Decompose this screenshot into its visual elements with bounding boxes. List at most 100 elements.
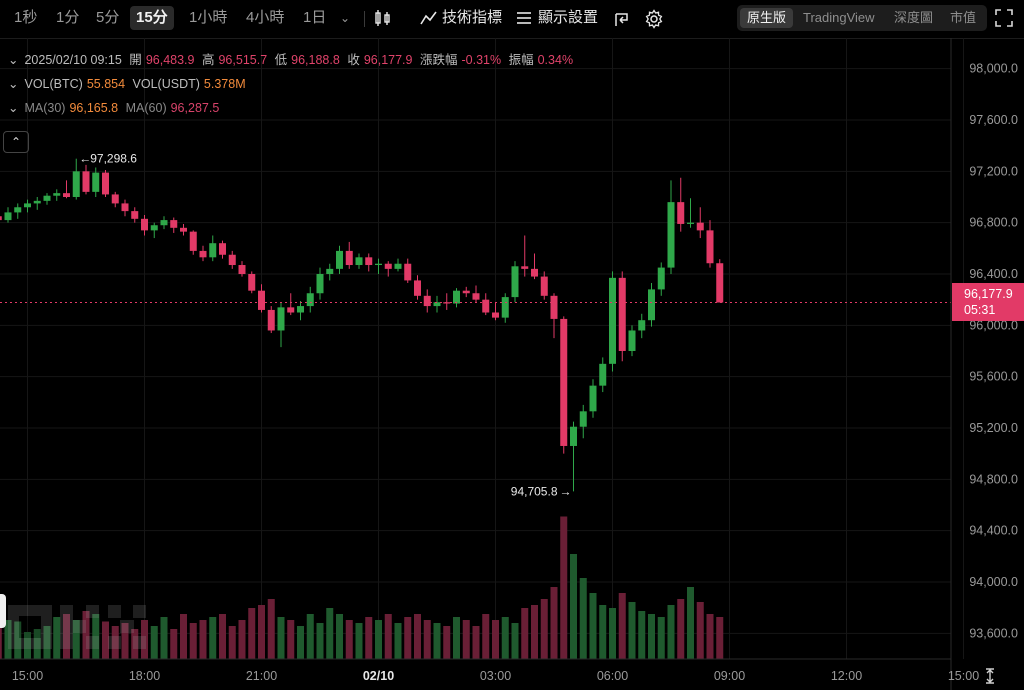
time-tick-label: 15:00 <box>948 669 979 683</box>
interval-5m[interactable]: 5分 <box>96 9 120 26</box>
interval-1h[interactable]: 1小時 <box>189 9 228 26</box>
view-switcher: 原生版 TradingView 深度圖 市值 <box>737 5 987 31</box>
candle-body <box>599 363 607 386</box>
candle-body <box>33 200 41 204</box>
volume-bar <box>150 626 158 659</box>
more-intervals-chevron-icon[interactable]: ⌄ <box>340 11 351 25</box>
candle-body <box>219 243 226 255</box>
candle-body <box>609 277 616 364</box>
interval-1m[interactable]: 1分 <box>56 9 80 26</box>
legend-collapse-chevron-icon[interactable]: ⌄ <box>8 53 19 67</box>
price-tick-label: 94,800.0 <box>969 472 1018 486</box>
high-marker-arrow-icon: ← <box>79 152 91 166</box>
amplitude-value: 0.34% <box>537 53 574 67</box>
volume-bar <box>0 617 2 659</box>
price-tick-label: 95,200.0 <box>969 421 1018 435</box>
volume-bar <box>111 626 119 659</box>
fullscreen-icon[interactable] <box>994 8 1014 28</box>
reset-scale-icon[interactable] <box>980 666 1000 686</box>
volume-bar <box>219 614 226 659</box>
indicators-icon[interactable] <box>420 10 438 26</box>
view-tradingview[interactable]: TradingView <box>803 10 875 25</box>
interval-15m[interactable]: 15分 <box>130 6 174 30</box>
view-native[interactable]: 原生版 <box>740 8 794 28</box>
volume-collapse-chevron-icon[interactable]: ⌄ <box>8 77 19 91</box>
legend-volume-row: ⌄ VOL(BTC) 55.854 VOL(USDT) 5.378M <box>8 74 250 94</box>
gear-icon[interactable] <box>644 9 664 29</box>
volume-bar <box>579 578 587 659</box>
candle-body <box>550 295 558 319</box>
ma-collapse-chevron-icon[interactable]: ⌄ <box>8 101 19 115</box>
volume-bar <box>306 614 314 659</box>
volume-bar <box>550 587 558 659</box>
side-drawer-tab[interactable] <box>0 594 6 628</box>
vol-btc-label: VOL(BTC) <box>24 77 83 91</box>
candle-body <box>63 193 70 197</box>
candle-body <box>4 212 12 221</box>
volume-bar <box>696 602 704 659</box>
candle-body <box>316 274 324 294</box>
price-tick-label: 96,000.0 <box>969 318 1018 332</box>
volume-bar <box>677 599 685 659</box>
volume-bar <box>92 614 100 659</box>
view-market-cap[interactable]: 市值 <box>950 10 977 25</box>
volume-bar <box>716 617 724 659</box>
indicators-button[interactable]: 技術指標 <box>442 9 503 26</box>
volume-bar <box>462 620 470 659</box>
ma60-label: MA(60) <box>125 101 167 115</box>
volume-bar <box>687 587 694 659</box>
interval-4h[interactable]: 4小時 <box>246 9 285 26</box>
view-depth[interactable]: 深度圖 <box>894 10 934 25</box>
replay-icon[interactable] <box>613 10 631 28</box>
time-tick-label: 03:00 <box>480 669 511 683</box>
volume-bar <box>199 620 207 659</box>
high-value: 96,515.7 <box>218 53 268 67</box>
volume-bar <box>53 617 61 659</box>
candle-body <box>384 263 392 269</box>
volume-bar <box>170 629 178 659</box>
candle-body <box>82 171 90 192</box>
low-price-marker: 94,705.8 <box>511 484 558 498</box>
volume-bar <box>443 626 451 659</box>
candle-body <box>121 203 129 212</box>
candle-body <box>258 290 265 310</box>
candle-body <box>472 293 480 300</box>
volume-bar <box>628 602 636 659</box>
candle-body <box>306 293 314 307</box>
price-tick-label: 97,600.0 <box>969 113 1018 127</box>
volume-bar <box>521 608 529 659</box>
volume-bar <box>72 620 80 659</box>
candle-body <box>462 290 470 294</box>
low-value: 96,188.8 <box>291 53 340 67</box>
change-value: -0.31% <box>461 53 502 67</box>
candle-type-icon[interactable] <box>372 9 394 33</box>
close-label: 收 <box>347 53 360 67</box>
candle-body <box>414 280 421 296</box>
time-tick-label: 02/10 <box>363 669 394 683</box>
interval-1s[interactable]: 1秒 <box>14 9 38 26</box>
candle-body <box>560 318 568 446</box>
volume-bar <box>4 620 12 659</box>
price-tick-label: 94,400.0 <box>969 524 1018 538</box>
candle-body <box>24 203 31 208</box>
candle-countdown: 05:31 <box>964 303 996 317</box>
volume-bar <box>63 614 70 659</box>
volume-bar <box>492 620 499 659</box>
time-tick-label: 18:00 <box>129 669 160 683</box>
volume-bar <box>501 617 509 659</box>
candle-body <box>540 276 548 296</box>
candle-body <box>648 289 655 321</box>
candle-body <box>277 307 285 331</box>
collapse-legend-button[interactable]: ⌃ <box>3 131 29 153</box>
display-settings-icon[interactable] <box>516 11 532 25</box>
volume-bar <box>657 617 665 659</box>
low-label: 低 <box>274 53 288 67</box>
legend-ohlc-row: ⌄ 2025/02/10 09:15 開 96,483.9 高 96,515.7 低… <box>8 50 577 70</box>
volume-bar <box>297 626 304 659</box>
interval-1d[interactable]: 1日 <box>303 9 327 26</box>
candle-body <box>267 309 275 331</box>
display-settings-button[interactable]: 顯示設置 <box>538 9 599 26</box>
candle-body <box>570 426 577 446</box>
candle-body <box>336 250 343 269</box>
